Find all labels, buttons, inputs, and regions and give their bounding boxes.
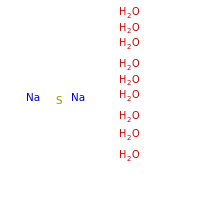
Text: 2: 2 xyxy=(127,96,131,102)
Text: Na: Na xyxy=(26,93,40,103)
Text: O: O xyxy=(132,90,140,100)
Text: H: H xyxy=(119,7,126,17)
Text: 2: 2 xyxy=(127,80,131,86)
Text: 2: 2 xyxy=(127,13,131,19)
Text: O: O xyxy=(132,150,140,160)
Text: H: H xyxy=(119,129,126,139)
Text: O: O xyxy=(132,129,140,139)
Text: 2: 2 xyxy=(127,135,131,141)
Text: H: H xyxy=(119,23,126,33)
Text: O: O xyxy=(132,59,140,69)
Text: O: O xyxy=(132,7,140,17)
Text: O: O xyxy=(132,23,140,33)
Text: 2: 2 xyxy=(127,65,131,71)
Text: H: H xyxy=(119,59,126,69)
Text: Na: Na xyxy=(71,93,85,103)
Text: 2: 2 xyxy=(127,28,131,34)
Text: 2: 2 xyxy=(127,117,131,123)
Text: O: O xyxy=(132,111,140,121)
Text: O: O xyxy=(132,75,140,85)
Text: 2: 2 xyxy=(127,44,131,50)
Text: 2: 2 xyxy=(127,156,131,162)
Text: H: H xyxy=(119,75,126,85)
Text: H: H xyxy=(119,111,126,121)
Text: H: H xyxy=(119,150,126,160)
Text: S: S xyxy=(55,96,62,106)
Text: O: O xyxy=(132,38,140,48)
Text: H: H xyxy=(119,90,126,100)
Text: H: H xyxy=(119,38,126,48)
